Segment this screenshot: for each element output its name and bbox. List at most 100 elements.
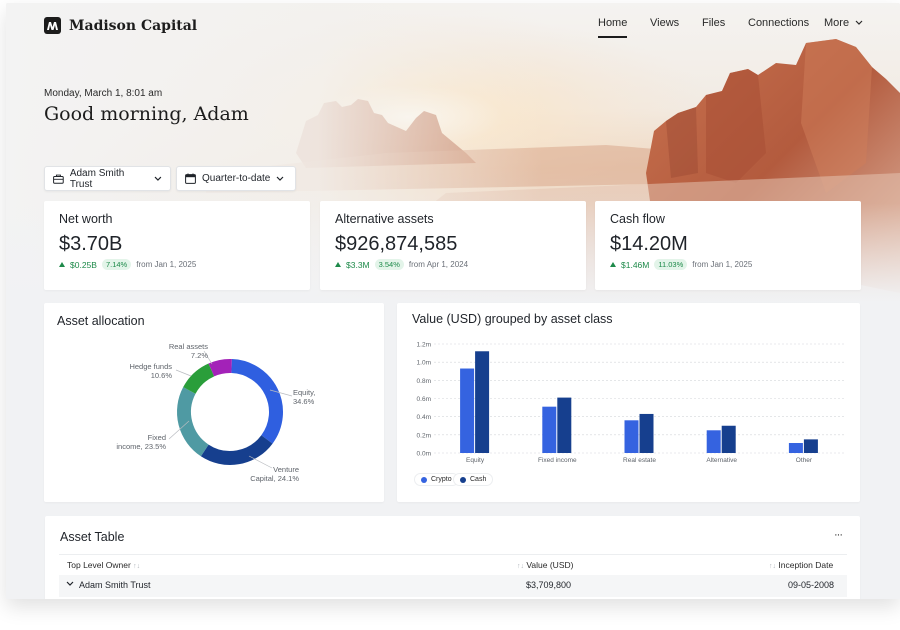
x-tick-label: Real estate bbox=[623, 457, 656, 464]
bar-crypto-equity bbox=[460, 368, 475, 453]
divider bbox=[59, 554, 847, 555]
donut-label-line: 34.6% bbox=[293, 396, 315, 406]
donut-label-line: Real assets bbox=[168, 342, 208, 351]
legend-label: Crypto bbox=[431, 476, 452, 483]
y-tick-label: 1.2m bbox=[417, 342, 431, 349]
donut-label-real-assets: Real assets 7.2% bbox=[156, 342, 208, 360]
x-tick-label: Fixed income bbox=[538, 457, 577, 464]
calendar-icon bbox=[185, 173, 196, 184]
legend-swatch bbox=[460, 476, 466, 483]
bar-crypto-other bbox=[788, 443, 803, 453]
kpi-card-net-worth[interactable]: Net worth $3.70B $0.25B 7.14% from Jan 1… bbox=[44, 201, 310, 290]
nav-home[interactable]: Home bbox=[598, 17, 628, 38]
donut-label-equity: Equity, 34.6% bbox=[293, 388, 316, 406]
kpi-value: $14.20M bbox=[610, 233, 688, 255]
donut-segment-hedge-funds bbox=[183, 363, 215, 395]
app-window: Madison Capital Home Views Files Connect… bbox=[6, 3, 900, 599]
donut-leader-line bbox=[168, 420, 190, 440]
column-header-label: Inception Date bbox=[778, 560, 834, 570]
sort-icon: ↑↓ bbox=[133, 563, 141, 570]
kpi-since: from Apr 1, 2024 bbox=[408, 260, 469, 269]
donut-label-hedge-funds: Hedge funds 10.6% bbox=[114, 362, 172, 380]
kpi-value: $926,874,585 bbox=[335, 233, 458, 255]
donut-label-line: income, 23.5% bbox=[116, 441, 166, 451]
card-title: Asset allocation bbox=[57, 314, 145, 328]
y-tick-label: 0.0m bbox=[417, 451, 431, 458]
nav-more[interactable]: More bbox=[824, 17, 863, 29]
donut-label-fixed-income: Fixed income, 23.5% bbox=[106, 433, 166, 451]
briefcase-icon bbox=[53, 174, 64, 184]
cell-inception-date: 09-05-2008 bbox=[788, 580, 835, 590]
kpi-title: Cash flow bbox=[610, 212, 665, 226]
kpi-value: $3.70B bbox=[59, 233, 123, 255]
bar-cash-other bbox=[803, 439, 818, 453]
donut-label-venture: Venture Capital, 24.1% bbox=[243, 465, 299, 483]
cell-value: $3,709,800 bbox=[526, 580, 572, 590]
kpi-change: $1.46M 11.03% from Jan 1, 2025 bbox=[610, 259, 752, 270]
cell-owner: Adam Smith Trust bbox=[79, 580, 151, 590]
kpi-delta: $1.46M bbox=[621, 259, 650, 270]
greeting-date: Monday, March 1, 8:01 am bbox=[44, 88, 163, 99]
donut-label-line: Capital, 24.1% bbox=[250, 473, 299, 483]
column-header-inception-date[interactable]: ↑↓ Inception Date bbox=[769, 560, 833, 570]
donut-segment-venture-capital bbox=[200, 434, 273, 465]
chevron-down-icon bbox=[855, 20, 863, 25]
y-tick-label: 0.6m bbox=[417, 396, 431, 403]
donut-leader-line bbox=[203, 350, 213, 365]
asset-allocation-card: Asset allocation Equity, 34.6% Venture C… bbox=[44, 303, 384, 502]
kpi-title: Net worth bbox=[59, 212, 113, 226]
table-row[interactable] bbox=[59, 575, 847, 597]
bar-cash-equity bbox=[475, 351, 490, 453]
kpi-card-cash-flow[interactable]: Cash flow $14.20M $1.46M 11.03% from Jan… bbox=[595, 201, 861, 290]
bar-chart: 0.0m 0.2m 0.4m 0.6m 0.8m 1.0m 1.2m Equity Fixed … bbox=[417, 342, 845, 464]
donut-segment-fixed-income bbox=[177, 387, 209, 457]
column-header-value[interactable]: ↑↓ Value (USD) bbox=[517, 560, 573, 570]
column-header-owner[interactable]: Top Level Owner ↑↓ bbox=[67, 560, 140, 570]
kpi-change: $3.3M 3.54% from Apr 1, 2024 bbox=[335, 259, 468, 270]
donut-segment-real-assets bbox=[208, 359, 232, 377]
chevron-down-icon bbox=[276, 176, 284, 181]
donut-label-line: Venture bbox=[273, 465, 299, 474]
x-tick-label: Other bbox=[796, 457, 813, 464]
period-filter-dropdown[interactable]: Quarter-to-date bbox=[176, 166, 296, 191]
bar-crypto-alternative bbox=[706, 430, 721, 453]
kpi-delta: $3.3M bbox=[346, 259, 370, 270]
nav-more-label: More bbox=[824, 17, 850, 29]
legend-label: Cash bbox=[470, 476, 487, 483]
bar-crypto-real-estate bbox=[624, 420, 639, 453]
legend-item-cash[interactable]: Cash bbox=[453, 473, 494, 486]
sort-icon: ↑↓ bbox=[517, 563, 524, 570]
donut-label-line: Hedge funds bbox=[129, 362, 172, 371]
donut-label-line: Equity, bbox=[293, 388, 316, 397]
brand-name: Madison Capital bbox=[69, 17, 198, 34]
nav-connections[interactable]: Connections bbox=[748, 17, 810, 29]
chevron-down-icon[interactable] bbox=[66, 581, 74, 587]
donut-label-line: 10.6% bbox=[150, 370, 172, 380]
donut-label-line: 7.2% bbox=[190, 350, 208, 360]
x-tick-label: Equity bbox=[466, 457, 485, 464]
donut-leader-line bbox=[269, 389, 293, 397]
bar-cash-fixed-income bbox=[557, 397, 572, 453]
donut-leader-line bbox=[175, 369, 192, 377]
kpi-since: from Jan 1, 2025 bbox=[136, 260, 197, 269]
kpi-since: from Jan 1, 2025 bbox=[692, 260, 753, 269]
entity-filter-label: Adam Smith Trust bbox=[69, 167, 125, 190]
y-tick-label: 0.8m bbox=[417, 378, 431, 385]
bar-crypto-fixed-income bbox=[542, 406, 557, 453]
donut-segment-equity bbox=[231, 359, 283, 444]
entity-filter-dropdown[interactable]: Adam Smith Trust bbox=[44, 166, 171, 191]
legend-item-crypto[interactable]: Crypto bbox=[414, 473, 459, 486]
kpi-delta: $0.25B bbox=[70, 259, 97, 270]
nav-files[interactable]: Files bbox=[702, 17, 726, 29]
donut-label-line: Fixed bbox=[147, 433, 166, 442]
more-horizontal-icon[interactable]: ··· bbox=[834, 529, 843, 541]
donut-chart bbox=[168, 350, 293, 469]
column-header-label: Value (USD) bbox=[526, 560, 574, 570]
legend-swatch bbox=[421, 476, 427, 483]
donut-leader-line bbox=[248, 455, 273, 469]
kpi-card-alternative-assets[interactable]: Alternative assets $926,874,585 $3.3M 3.… bbox=[320, 201, 586, 290]
kpi-pct-badge: 3.54% bbox=[374, 259, 404, 270]
madison-logo-icon bbox=[44, 17, 61, 34]
brand-logo[interactable]: Madison Capital bbox=[44, 17, 197, 34]
nav-views[interactable]: Views bbox=[650, 17, 680, 29]
